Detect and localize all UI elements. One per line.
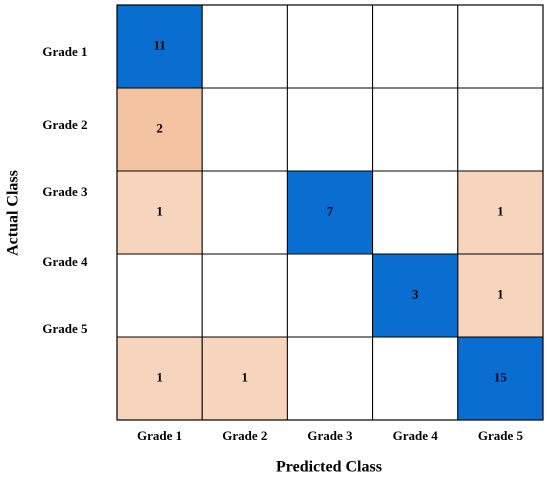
- cell: [372, 4, 459, 89]
- cell: [116, 170, 203, 255]
- cell: [286, 170, 374, 255]
- cell-label: 1: [497, 286, 504, 301]
- cell-label: 1: [156, 369, 163, 384]
- cell-label: 1: [242, 369, 249, 384]
- cell: [201, 170, 288, 255]
- y-tick-label: Grade 4: [42, 254, 88, 269]
- cell: [116, 87, 203, 172]
- cell: [286, 336, 374, 421]
- x-axis-title: Predicted Class: [276, 459, 382, 476]
- x-tick-label: Grade 3: [307, 428, 353, 443]
- cell: [116, 4, 203, 89]
- cell: [372, 87, 459, 172]
- cell-label: 2: [156, 120, 163, 135]
- cell: [457, 4, 544, 89]
- cell-label: 15: [494, 369, 508, 384]
- x-tick-label: Grade 1: [137, 428, 182, 443]
- plot-border: [116, 4, 544, 421]
- y-tick-label: Grade 3: [42, 184, 88, 199]
- cell: [457, 87, 544, 172]
- cell: [372, 170, 459, 255]
- cell-label: 1: [156, 203, 163, 218]
- cell-label: 7: [327, 203, 334, 218]
- x-tick-label: Grade 2: [222, 428, 267, 443]
- cell: [286, 253, 374, 338]
- y-tick-label: Grade 1: [42, 44, 87, 59]
- cell: [372, 336, 459, 421]
- cell: [372, 253, 459, 338]
- cell: [116, 253, 203, 338]
- cell: [201, 253, 288, 338]
- cell-label: 11: [153, 37, 165, 52]
- cell-label: 1: [497, 203, 504, 218]
- cell: [286, 4, 374, 89]
- y-tick-label: Grade 5: [42, 321, 88, 336]
- x-tick-label: Grade 5: [478, 428, 524, 443]
- cell: [457, 336, 544, 421]
- cell: [201, 4, 288, 89]
- cell: [286, 87, 374, 172]
- x-tick-label: Grade 4: [393, 428, 439, 443]
- cell: [457, 170, 544, 255]
- y-tick-label: Grade 2: [42, 117, 87, 132]
- cell-label: 3: [412, 286, 419, 301]
- y-axis-title: Actual Class: [5, 170, 22, 256]
- cell: [201, 87, 288, 172]
